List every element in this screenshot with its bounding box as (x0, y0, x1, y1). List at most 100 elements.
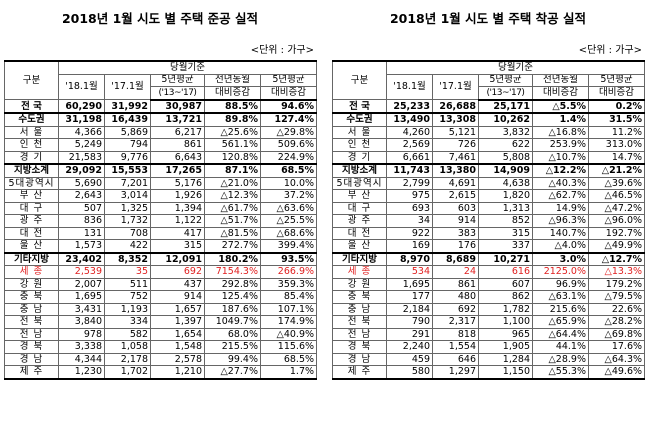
value-cell: 177 (386, 290, 433, 304)
region-name: 충 북 (4, 290, 59, 304)
value-cell: 2,007 (58, 277, 105, 291)
table-row: 강 원 2,007 511 437 292.8% 359.3% (4, 277, 318, 291)
value-cell: △40.9% (259, 327, 318, 341)
value-cell: 1,284 (478, 352, 533, 366)
value-cell: 5,176 (150, 176, 205, 190)
value-cell: 4,344 (58, 352, 105, 366)
table-row: 서 울 4,366 5,869 6,217 △25.6% △29.8% (4, 125, 318, 139)
value-cell: 12,091 (150, 251, 205, 266)
value-cell: 99.4% (204, 352, 261, 366)
value-cell: 862 (478, 290, 533, 304)
value-cell: 8,970 (386, 251, 433, 266)
region-name: 전 남 (4, 327, 59, 341)
value-cell: 174.9% (259, 315, 318, 329)
value-cell: 1,193 (104, 302, 151, 316)
table-row: 경 기 6,661 7,461 5,808 △10.7% 14.7% (332, 150, 646, 165)
value-cell: 3.0% (532, 251, 589, 266)
value-cell: 6,661 (386, 150, 433, 165)
value-cell: 417 (150, 226, 205, 240)
value-cell: 1,548 (150, 340, 205, 354)
table-row: 세 종 534 24 616 2125.0% △13.3% (332, 265, 646, 279)
value-cell: 30,987 (150, 99, 205, 114)
value-cell: △64.4% (532, 327, 589, 341)
table-row: 광 주 836 1,732 1,122 △51.7% △25.5% (4, 214, 318, 228)
value-cell: 68.5% (259, 163, 318, 178)
value-cell: 96.9% (532, 277, 589, 291)
region-name: 충 남 (332, 302, 387, 316)
value-cell: 107.1% (259, 302, 318, 316)
col-avg-header: 5년평균 (150, 73, 205, 87)
value-cell: 0.2% (587, 99, 646, 114)
value-cell: 1,150 (478, 365, 533, 379)
value-cell: 68.0% (204, 327, 261, 341)
value-cell: 5,121 (432, 125, 479, 139)
value-cell: 1,702 (104, 365, 151, 379)
value-cell: 87.1% (204, 163, 261, 178)
value-cell: 272.7% (204, 239, 261, 253)
col-prev-header: '17.1월 (104, 73, 151, 100)
value-cell: △40.3% (532, 176, 589, 190)
value-cell: 13,490 (386, 112, 433, 127)
region-name: 대 구 (332, 201, 387, 215)
value-cell: △65.9% (532, 315, 589, 329)
table-row: 수도권 31,198 16,439 13,721 89.8% 127.4% (4, 112, 318, 127)
value-cell: 914 (150, 290, 205, 304)
value-cell: 9,776 (104, 150, 151, 165)
col-avgchange-header: 5년평균 (259, 73, 318, 87)
value-cell: 15,553 (104, 163, 151, 178)
value-cell: 13,380 (432, 163, 479, 178)
value-cell: 2,539 (58, 265, 105, 279)
region-name: 세 종 (4, 265, 59, 279)
region-name: 서 울 (4, 125, 59, 139)
table-row: 전 북 790 2,317 1,100 △65.9% △28.2% (332, 315, 646, 329)
region-name: 강 원 (332, 277, 387, 291)
completion-unit: <단위 : 가구> (250, 45, 314, 56)
value-cell: 31.5% (587, 112, 646, 127)
start-unit: <단위 : 가구> (578, 45, 642, 56)
value-cell: △5.5% (532, 99, 589, 114)
value-cell: 861 (150, 138, 205, 152)
region-name: 전 국 (332, 99, 387, 114)
value-cell: 1,820 (478, 189, 533, 203)
value-cell: 14,909 (478, 163, 533, 178)
value-cell: 176 (432, 239, 479, 253)
value-cell: 1,695 (58, 290, 105, 304)
region-name: 경 남 (4, 352, 59, 366)
value-cell: 507 (58, 201, 105, 215)
value-cell: 315 (478, 226, 533, 240)
value-cell: 34 (386, 214, 433, 228)
region-name: 인 천 (4, 138, 59, 152)
value-cell: 359.3% (259, 277, 318, 291)
value-cell: 1.4% (532, 112, 589, 127)
start-table: 구분 당월기준 '18.1월 '17.1월 5년평균 전년동월 5년평균 ('1… (332, 60, 646, 380)
value-cell: 25,233 (386, 99, 433, 114)
value-cell: 399.4% (259, 239, 318, 253)
value-cell: △61.7% (204, 201, 261, 215)
col-yoy-sub: 대비증감 (204, 86, 261, 101)
value-cell: 5,690 (58, 176, 105, 190)
region-name: 부 산 (4, 189, 59, 203)
table-row: 제 주 580 1,297 1,150 △55.3% △49.6% (332, 365, 646, 379)
region-name: 제 주 (4, 365, 59, 379)
value-cell: 31,992 (104, 99, 151, 114)
col-yoy-sub: 대비증감 (532, 86, 589, 101)
value-cell: △25.6% (204, 125, 261, 139)
value-cell: △51.7% (204, 214, 261, 228)
region-name: 수도권 (4, 112, 59, 127)
table-row: 대 전 922 383 315 140.7% 192.7% (332, 226, 646, 240)
value-cell: 6,643 (150, 150, 205, 165)
region-name: 기타지방 (4, 251, 59, 266)
value-cell: 1,230 (58, 365, 105, 379)
value-cell: 10,262 (478, 112, 533, 127)
col-yoy-header: 전년동월 (532, 73, 589, 87)
value-cell: 4,691 (432, 176, 479, 190)
value-cell: 313.0% (587, 138, 646, 152)
table-row: 전 남 978 582 1,654 68.0% △40.9% (4, 327, 318, 341)
table-row: 광 주 34 914 852 △96.3% △96.0% (332, 214, 646, 228)
value-cell: 2,643 (58, 189, 105, 203)
region-name: 수도권 (332, 112, 387, 127)
value-cell: 292.8% (204, 277, 261, 291)
region-name: 경 남 (332, 352, 387, 366)
table-row: 부 산 2,643 3,014 1,926 △12.3% 37.2% (4, 189, 318, 203)
value-cell: 266.9% (259, 265, 318, 279)
